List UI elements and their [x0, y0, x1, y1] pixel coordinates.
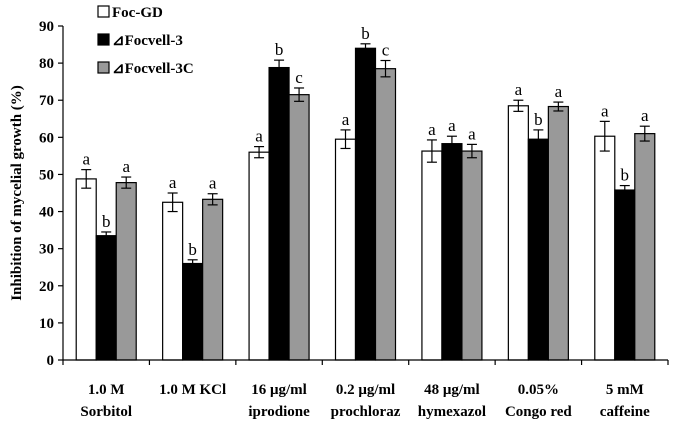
category-label: hymexazol [418, 404, 486, 420]
bar [334, 138, 357, 361]
bar [354, 47, 377, 361]
category-label: caffeine [600, 404, 650, 420]
category-label: Sorbitol [80, 404, 132, 420]
significance-letter: a [641, 106, 649, 125]
significance-letter: b [188, 240, 197, 259]
category-label: 48 μg/ml [424, 382, 480, 398]
significance-letter: b [275, 40, 284, 59]
y-tick-label: 30 [39, 242, 54, 258]
bar [248, 151, 270, 361]
bar [634, 133, 656, 361]
bar [421, 150, 443, 361]
category-label: 1.0 M KCl [159, 382, 226, 398]
significance-letter: b [361, 24, 370, 43]
category-label: prochloraz [331, 404, 401, 420]
y-tick-label: 10 [39, 316, 54, 332]
y-tick-label: 90 [39, 19, 54, 35]
y-axis-label: Inhibition of mycelial growth (%) [9, 85, 25, 301]
bar [115, 182, 137, 361]
bar [182, 262, 204, 361]
significance-letter: b [534, 110, 543, 129]
legend-swatch [97, 5, 110, 18]
bar [527, 138, 549, 361]
y-axis: 0 10 20 30 40 50 60 70 80 90 [39, 19, 64, 369]
y-tick-label: 0 [47, 353, 55, 369]
significance-letter: a [448, 116, 456, 135]
bar [461, 150, 483, 361]
legend-swatch [97, 33, 110, 46]
significance-letter: a [468, 124, 476, 143]
legend-label: Foc-GD [112, 5, 163, 21]
legend: Foc-GD ⊿Focvell-3 ⊿Focvell-3C [97, 5, 194, 77]
significance-letter: a [601, 101, 609, 120]
category-label: 1.0 M [88, 382, 125, 398]
bar [202, 198, 224, 361]
bar [288, 94, 310, 361]
significance-letter: c [382, 41, 390, 60]
significance-letter: b [102, 212, 111, 231]
bar [441, 143, 463, 361]
significance-letter: a [82, 150, 90, 169]
significance-letter: a [209, 174, 217, 193]
y-tick-label: 20 [39, 279, 54, 295]
significance-letter: b [621, 166, 630, 185]
y-tick-label: 80 [39, 56, 54, 72]
bar [75, 178, 97, 361]
category-label: 0.05% [518, 382, 559, 398]
x-axis: 1.0 M Sorbitol 1.0 M KCl 16 μg/ml iprodione 0… [62, 359, 669, 420]
bar [614, 189, 636, 361]
significance-letter: a [555, 82, 563, 101]
category-label: iprodione [248, 404, 310, 420]
bar [95, 235, 117, 361]
significance-letter: a [342, 110, 350, 129]
y-axis-label-group: Inhibition of mycelial growth (%) [9, 85, 25, 301]
legend-swatch [97, 61, 110, 74]
y-tick-label: 50 [39, 167, 54, 183]
bar [162, 201, 184, 361]
legend-label: ⊿Focvell-3C [112, 61, 194, 77]
significance-letter: a [515, 80, 523, 99]
bar [594, 135, 616, 361]
y-tick-label: 40 [39, 205, 54, 221]
category-label: 5 mM [606, 382, 644, 398]
bar [507, 105, 529, 361]
category-label: 16 μg/ml [251, 382, 307, 398]
bar [547, 105, 569, 361]
significance-letter: c [295, 68, 303, 87]
significance-letter: a [255, 127, 263, 146]
legend-label: ⊿Focvell-3 [112, 33, 183, 49]
category-label: 0.2 μg/ml [336, 382, 395, 398]
significance-letter: a [122, 157, 130, 176]
significance-letter: a [169, 173, 177, 192]
bar [374, 68, 397, 361]
y-tick-label: 60 [39, 130, 54, 146]
category-label: Congo red [505, 404, 572, 420]
bar [268, 66, 290, 361]
y-tick-label: 70 [39, 93, 54, 109]
significance-letter: a [428, 120, 436, 139]
